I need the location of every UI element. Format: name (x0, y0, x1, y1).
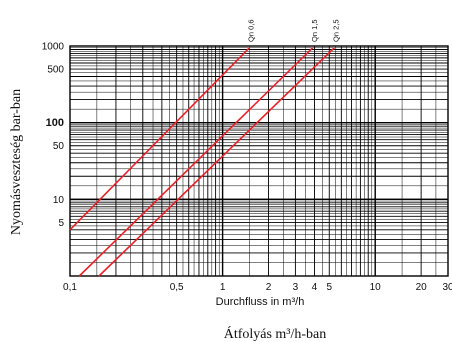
x-tick-labels: 0,1 0,5 1 2 3 4 5 10 20 30 (63, 282, 452, 293)
y-tick-label: 100 (46, 117, 64, 129)
y-axis-label: Nyomásveszteség bar-ban (9, 89, 24, 235)
x-tick-label: 20 (416, 282, 428, 293)
x-tick-label: 0,1 (63, 282, 77, 293)
grid-minor (70, 46, 448, 276)
x-tick-label: 0,5 (170, 282, 184, 293)
y-tick-label: 500 (47, 65, 64, 76)
series-lines (69, 47, 335, 277)
x-axis-label-secondary: Átfolyás m³/h-ban (224, 325, 327, 342)
series-line-2 (78, 47, 314, 277)
plot-frame (69, 45, 449, 277)
x-tick-label: 30 (442, 282, 452, 293)
plot-area (69, 45, 449, 277)
series-label-3: Qn 2,5 (331, 19, 340, 42)
y-tick-label: 1000 (42, 42, 65, 53)
grid-major (69, 45, 449, 277)
x-axis-label: Durchfluss in m³/h (216, 296, 305, 308)
x-tick-label: 3 (293, 282, 299, 293)
series-label-2: Qn 1,5 (310, 19, 319, 42)
x-tick-label: 5 (326, 282, 332, 293)
y-tick-label: 10 (53, 195, 65, 206)
y-tick-labels: 1000 500 100 50 10 5 (42, 42, 65, 229)
series-line-3 (98, 47, 335, 277)
series-labels: Qn 0,6 Qn 1,5 Qn 2,5 (247, 19, 341, 42)
x-tick-label: 10 (370, 282, 382, 293)
x-tick-label: 2 (266, 282, 272, 293)
series-label-1: Qn 0,6 (247, 19, 256, 42)
y-tick-label: 50 (53, 141, 65, 152)
series-line-1 (69, 47, 251, 231)
x-tick-label: 4 (312, 282, 318, 293)
x-tick-label: 1 (220, 282, 226, 293)
y-tick-label: 5 (58, 218, 64, 229)
